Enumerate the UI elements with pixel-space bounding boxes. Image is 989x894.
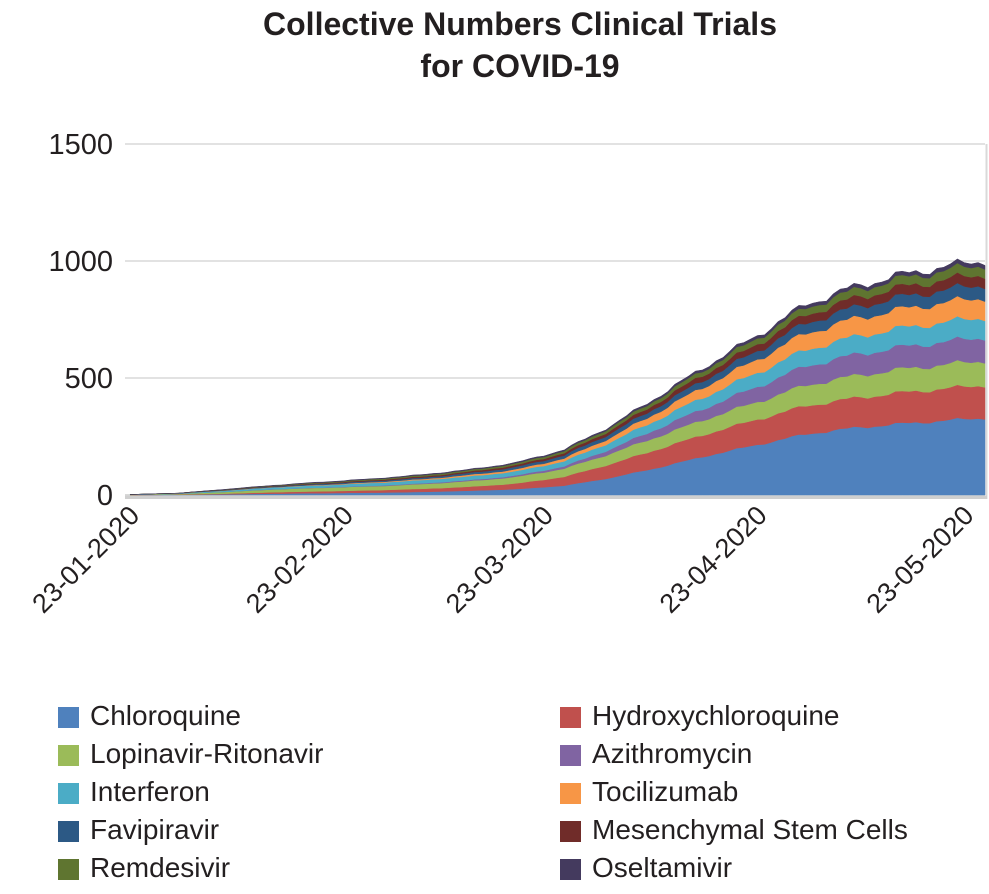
legend-swatch-chloroquine: [58, 706, 79, 728]
legend-swatch-lopinavir-ritonavir: [58, 744, 79, 766]
chart-legend: Chloroquine Hydroxychloroquine Lopinavir-R…: [58, 700, 973, 884]
legend-swatch-mesenchymal-stem-cells: [560, 820, 581, 842]
legend-label-azithromycin: Azithromycin: [592, 738, 753, 769]
legend-label-interferon: Interferon: [90, 776, 210, 807]
legend-label-remdesivir: Remdesivir: [90, 852, 231, 883]
legend-swatch-remdesivir: [58, 858, 79, 880]
legend-item-interferon: Interferon: [58, 776, 558, 808]
legend-swatch-favipiravir: [58, 820, 79, 842]
legend-item-chloroquine: Chloroquine: [58, 700, 558, 732]
legend-swatch-hydroxychloroquine: [560, 706, 581, 728]
legend-label-mesenchymal-stem-cells: Mesenchymal Stem Cells: [592, 814, 908, 845]
legend-label-hydroxychloroquine: Hydroxychloroquine: [592, 700, 840, 731]
legend-item-oseltamivir: Oseltamivir: [560, 852, 973, 884]
legend-label-favipiravir: Favipiravir: [90, 814, 220, 845]
legend-swatch-azithromycin: [560, 744, 581, 766]
legend-label-chloroquine: Chloroquine: [90, 700, 241, 731]
x-axis-tick-label: 23-05-2020: [861, 500, 980, 619]
x-axis-tick-label: 23-03-2020: [440, 500, 559, 619]
legend-label-oseltamivir: Oseltamivir: [592, 852, 733, 883]
legend-swatch-oseltamivir: [560, 858, 581, 880]
y-axis-tick-label: 1500: [48, 129, 113, 161]
legend-item-tocilizumab: Tocilizumab: [560, 776, 973, 808]
legend-label-lopinavir-ritonavir: Lopinavir-Ritonavir: [90, 738, 324, 769]
legend-item-lopinavir-ritonavir: Lopinavir-Ritonavir: [58, 738, 558, 770]
legend-label-tocilizumab: Tocilizumab: [592, 776, 739, 807]
legend-item-remdesivir: Remdesivir: [58, 852, 558, 884]
legend-item-mesenchymal-stem-cells: Mesenchymal Stem Cells: [560, 814, 973, 846]
y-axis-tick-label: 1000: [48, 246, 113, 278]
chart-title: Collective Numbers Clinical Trials for C…: [263, 6, 777, 84]
legend-item-favipiravir: Favipiravir: [58, 814, 558, 846]
y-axis-tick-label: 500: [65, 363, 113, 395]
x-axis-tick-label: 23-04-2020: [654, 500, 773, 619]
legend-item-azithromycin: Azithromycin: [560, 738, 973, 770]
x-axis-tick-label: 23-01-2020: [26, 500, 145, 619]
legend-swatch-interferon: [58, 782, 79, 804]
legend-swatch-tocilizumab: [560, 782, 581, 804]
stacked-area-chart: 0 500 1000 1500 23-01-2020 23-02-2020 23-03-20…: [26, 129, 988, 619]
legend-item-hydroxychloroquine: Hydroxychloroquine: [560, 700, 973, 732]
y-axis-tick-label: 0: [97, 480, 113, 512]
x-axis-tick-label: 23-02-2020: [240, 500, 359, 619]
